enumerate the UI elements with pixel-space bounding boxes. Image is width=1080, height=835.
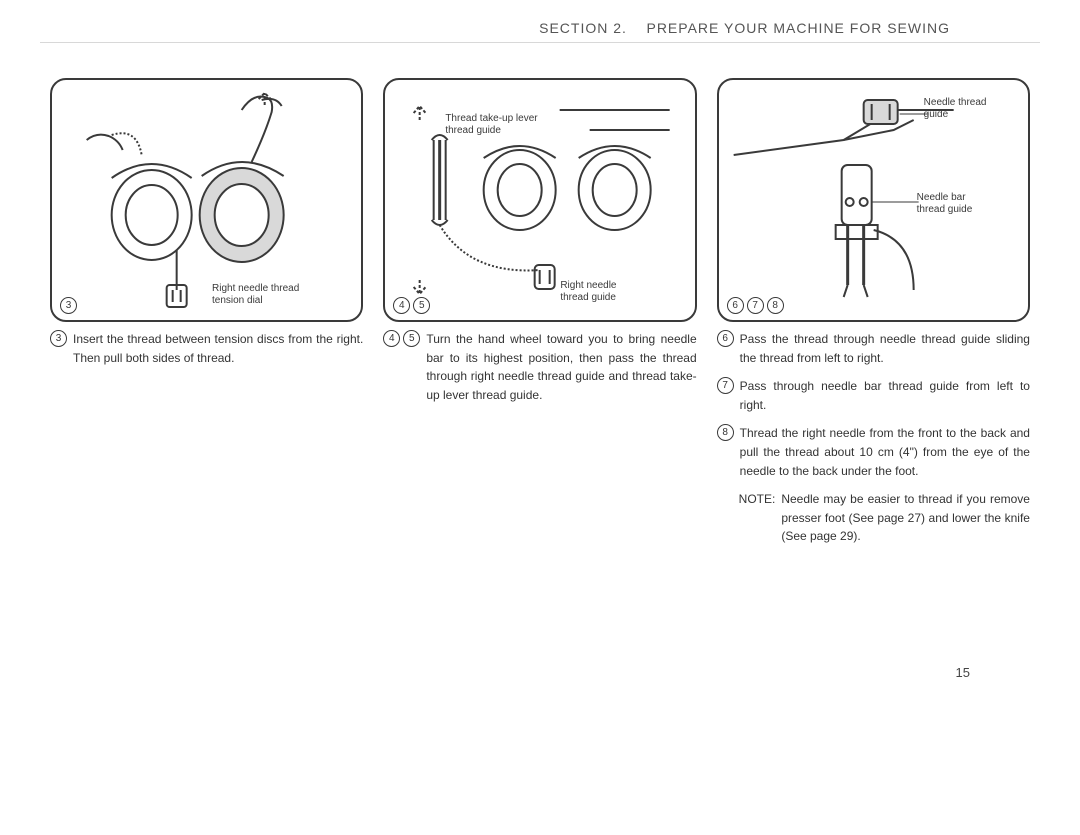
section-label: SECTION [539, 20, 608, 36]
instructions-left: 3 Insert the thread between tension disc… [50, 330, 363, 367]
page-number: 15 [956, 665, 970, 680]
panel-needle-guides: Needle thread guide Needle bar thread gu… [717, 78, 1030, 322]
panel-markers-middle: 4 5 [393, 297, 430, 314]
marker: 8 [767, 297, 784, 314]
column-right: Needle thread guide Needle bar thread gu… [717, 78, 1030, 546]
label-tension-dial: Right needle thread tension dial [212, 283, 332, 307]
instr-text: Pass through needle bar thread guide fro… [740, 377, 1030, 414]
marker: 3 [50, 330, 67, 347]
instructions-right: 6 Pass the thread through needle thread … [717, 330, 1030, 546]
instr-text: Insert the thread between tension discs … [73, 330, 363, 367]
manual-page: SECTION 2. PREPARE YOUR MACHINE FOR SEWI… [0, 0, 1080, 835]
label-right-needle-guide: Right needle thread guide [560, 280, 640, 304]
label-needle-bar-guide: Needle bar thread guide [917, 192, 997, 216]
label-takeup-lever: Thread take-up lever thread guide [445, 113, 545, 137]
instr-text: Turn the hand wheel toward you to bring … [426, 330, 696, 404]
note-text: Needle may be easier to thread if you re… [781, 490, 1030, 546]
marker: 6 [727, 297, 744, 314]
marker: 7 [717, 377, 734, 394]
columns-container: Right needle thread tension dial 3 3 Ins… [40, 78, 1040, 546]
label-needle-thread-guide: Needle thread guide [924, 97, 1004, 121]
marker: 4 [393, 297, 410, 314]
marker: 4 [383, 330, 400, 347]
section-header: SECTION 2. PREPARE YOUR MACHINE FOR SEWI… [40, 20, 1040, 43]
panel-thread-guides: Thread take-up lever thread guide Right … [383, 78, 696, 322]
panel-markers-left: 3 [60, 297, 77, 314]
panel-markers-right: 6 7 8 [727, 297, 784, 314]
marker: 7 [747, 297, 764, 314]
marker: 5 [403, 330, 420, 347]
panel-tension-dial: Right needle thread tension dial 3 [50, 78, 363, 322]
marker: 5 [413, 297, 430, 314]
marker: 3 [60, 297, 77, 314]
section-number: 2. [613, 20, 627, 36]
column-left: Right needle thread tension dial 3 3 Ins… [50, 78, 363, 546]
instr-text: Pass the thread through needle thread gu… [740, 330, 1030, 367]
marker: 8 [717, 424, 734, 441]
section-title: PREPARE YOUR MACHINE FOR SEWING [646, 20, 950, 36]
instr-text: Thread the right needle from the front t… [740, 424, 1030, 480]
marker: 6 [717, 330, 734, 347]
note-row: NOTE: Needle may be easier to thread if … [717, 490, 1030, 546]
note-label: NOTE: [739, 490, 776, 546]
instructions-middle: 4 5 Turn the hand wheel toward you to br… [383, 330, 696, 404]
column-middle: Thread take-up lever thread guide Right … [383, 78, 696, 546]
